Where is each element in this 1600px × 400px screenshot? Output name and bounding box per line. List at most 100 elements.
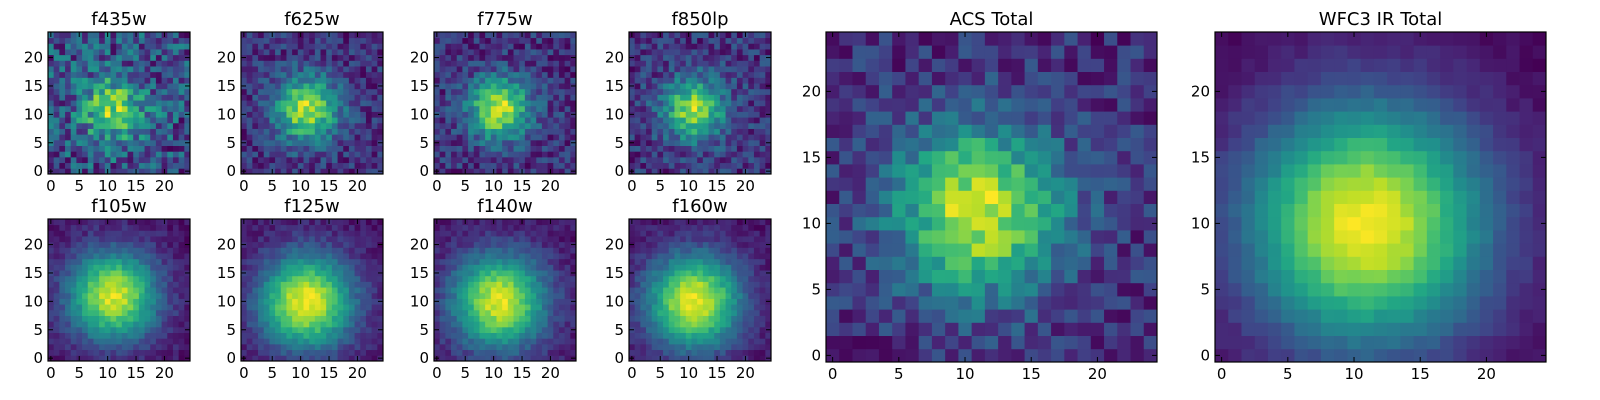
heatmap-cell [553, 54, 560, 61]
heatmap-cell [691, 321, 698, 328]
heatmap-cell [360, 32, 367, 39]
heatmap-cell [473, 32, 480, 39]
heatmap-cell [513, 253, 520, 260]
heatmap-cell [759, 71, 766, 78]
heatmap-cell [116, 236, 123, 243]
heatmap-cell [468, 139, 475, 146]
heatmap-cell [674, 32, 681, 39]
heatmap-cell [133, 111, 140, 118]
heatmap-cell [348, 139, 355, 146]
heatmap-cell [439, 304, 446, 311]
heatmap-cell [314, 355, 321, 362]
heatmap-cell [155, 111, 162, 118]
heatmap-cell [167, 83, 174, 90]
heatmap-cell [530, 298, 537, 305]
heatmap-cell [736, 151, 743, 158]
heatmap-cell [377, 315, 384, 322]
heatmap-cell [445, 105, 452, 112]
heatmap-cell [59, 168, 66, 175]
heatmap-cell [634, 321, 641, 328]
y-tick-label: 20 [217, 236, 236, 254]
heatmap-cell [87, 168, 94, 175]
heatmap-cell [331, 355, 338, 362]
heatmap-cell [93, 88, 100, 95]
heatmap-cell [104, 94, 111, 101]
heatmap-cell [59, 270, 66, 277]
heatmap-cell [451, 230, 458, 237]
heatmap-cell [524, 355, 531, 362]
heatmap-cell [530, 71, 537, 78]
heatmap-cell [462, 71, 469, 78]
heatmap-cell [445, 326, 452, 333]
heatmap-cell [263, 287, 270, 294]
heatmap-cell [246, 230, 253, 237]
heatmap-cell [246, 236, 253, 243]
heatmap-cell [697, 343, 704, 351]
heatmap-cell [371, 71, 378, 78]
heatmap-cell [93, 71, 100, 78]
heatmap-cell [759, 156, 766, 164]
heatmap-cell [360, 162, 367, 169]
heatmap-cell [116, 94, 123, 101]
heatmap-cell [65, 315, 72, 322]
heatmap-cell [765, 315, 772, 322]
heatmap-cell [275, 241, 282, 248]
heatmap-cell [269, 145, 276, 152]
heatmap-cell [468, 298, 475, 305]
heatmap-cell [292, 139, 299, 146]
heatmap-cell [765, 88, 772, 95]
heatmap-cell [657, 128, 664, 135]
heatmap-cell [657, 156, 664, 164]
heatmap-cell [104, 321, 111, 328]
heatmap-cell [116, 287, 123, 294]
heatmap-cell [674, 88, 681, 95]
heatmap-cell [167, 105, 174, 112]
heatmap-cell [110, 71, 117, 78]
heatmap-cell [292, 270, 299, 277]
heatmap-cell [651, 343, 658, 351]
heatmap-cell [570, 151, 577, 158]
heatmap-cell [309, 349, 316, 356]
heatmap-cell [172, 168, 180, 175]
heatmap-cell [292, 292, 299, 299]
heatmap-cell [320, 275, 327, 282]
heatmap-cell [360, 43, 367, 50]
heatmap-cell [87, 43, 94, 50]
heatmap-cell [178, 66, 185, 73]
heatmap-cell [348, 315, 355, 322]
heatmap-cell [697, 77, 704, 84]
heatmap-cell [53, 292, 60, 299]
heatmap-cell [536, 151, 543, 158]
heatmap-cell [490, 349, 497, 356]
heatmap-cell [144, 247, 151, 254]
heatmap-cell [365, 168, 373, 175]
heatmap-cell [524, 253, 531, 260]
heatmap-cell [280, 134, 287, 141]
heatmap-cell [468, 111, 475, 118]
heatmap-cell [93, 275, 100, 282]
heatmap-cell [161, 275, 168, 282]
heatmap-cell [360, 100, 367, 107]
heatmap-cell [286, 332, 293, 339]
heatmap-cell [116, 326, 123, 333]
heatmap-cell [280, 236, 287, 243]
heatmap-cell [303, 83, 310, 90]
heatmap-cell [553, 349, 560, 356]
heatmap-cell [456, 343, 463, 351]
heatmap-cell [99, 117, 106, 124]
heatmap-cell [76, 224, 83, 231]
heatmap-cell [116, 355, 123, 362]
heatmap-cell [252, 111, 259, 118]
heatmap-cell [360, 54, 367, 61]
heatmap-cell [725, 134, 732, 141]
heatmap-cell [161, 281, 168, 288]
heatmap-cell [99, 230, 106, 237]
heatmap-cell [553, 309, 560, 316]
heatmap-cell [343, 309, 350, 316]
heatmap-cell [536, 37, 543, 44]
heatmap-cell [634, 270, 641, 277]
heatmap-cell [668, 315, 675, 322]
heatmap-cell [680, 326, 687, 333]
heatmap-cell [354, 122, 361, 129]
heatmap-cell [343, 298, 350, 305]
